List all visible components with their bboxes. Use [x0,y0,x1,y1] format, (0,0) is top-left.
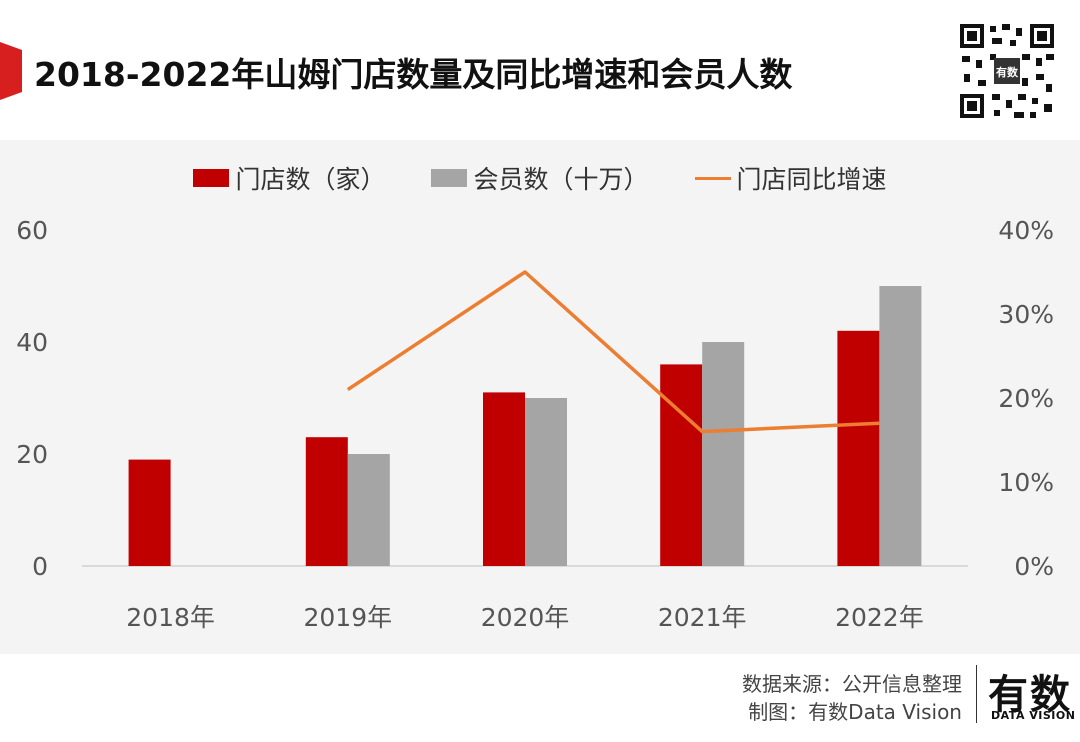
y-left-tick-label: 60 [16,216,48,245]
qr-logo-text: 有数 [996,65,1019,79]
bar-members [879,286,922,566]
y-right-tick-label: 20% [998,384,1054,413]
bar-members [702,342,745,566]
source-text: 数据来源：公开信息整理 [742,672,962,696]
bar-members [525,398,567,566]
y-left-tick-label: 20 [16,440,48,469]
chart-legend: 门店数（家） 会员数（十万） 门店同比增速 [0,160,1080,196]
bar-members [347,454,390,566]
bar-stores [128,459,171,566]
legend-item-stores: 门店数（家） [193,160,385,196]
legend-item-members: 会员数（十万） [431,160,649,196]
bar-stores [660,364,703,566]
x-tick-label: 2022年 [835,603,924,632]
x-tick-label: 2018年 [126,603,215,632]
legend-item-growth: 门店同比增速 [694,160,887,196]
y-right-tick-label: 10% [998,468,1054,497]
y-right-tick-label: 30% [998,300,1054,329]
legend-label-members: 会员数（十万） [473,165,649,194]
bar-stores [483,392,525,566]
brand-logo: 有数 [988,672,1072,718]
bar-stores [305,437,348,566]
made-by-text: 制图：有数Data Vision [748,700,962,724]
legend-label-stores: 门店数（家） [235,165,386,194]
footer-divider [976,665,977,723]
x-tick-label: 2019年 [303,603,392,632]
brand-logo-sub: DATA VISION [991,709,1076,722]
legend-swatch-members [431,169,468,187]
bar-stores [837,330,880,566]
line-store-growth [346,270,880,434]
x-tick-label: 2021年 [658,603,747,632]
y-left-tick-label: 40 [16,328,48,357]
y-right-tick-label: 0% [1014,552,1054,581]
legend-label-growth: 门店同比增速 [736,165,887,194]
legend-swatch-growth [694,176,731,180]
legend-swatch-stores [193,169,230,187]
y-right-tick-label: 40% [998,216,1054,245]
title-accent-bar [0,42,22,100]
page-title: 2018-2022年山姆门店数量及同比增速和会员人数 [34,55,793,94]
y-left-tick-label: 0 [32,552,48,581]
qr-code[interactable]: 有数 [956,20,1058,122]
x-tick-label: 2020年 [481,603,570,632]
